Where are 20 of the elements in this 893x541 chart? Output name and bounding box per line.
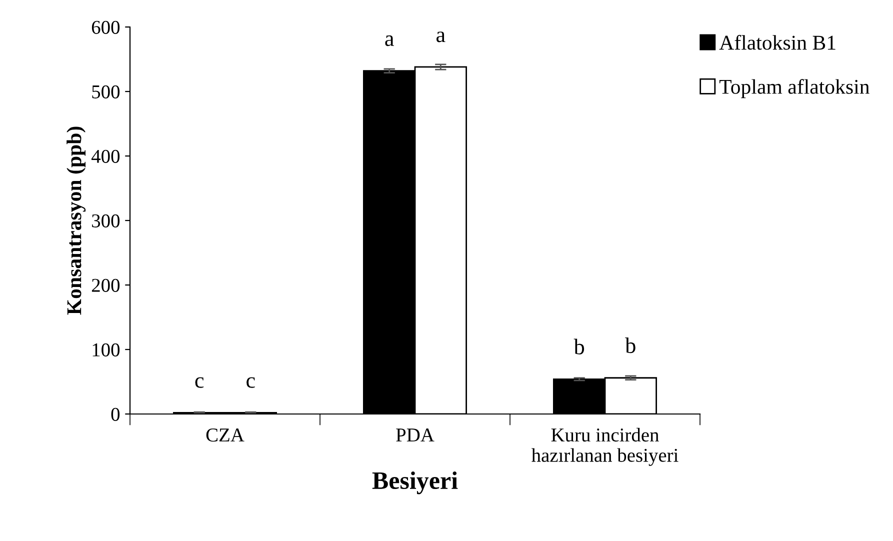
y-tick-label: 300: [92, 214, 120, 228]
y-tick-label: 400: [91, 150, 120, 163]
annotation: b: [625, 337, 636, 354]
annotation: c: [246, 377, 255, 388]
y-tick-label: 200: [92, 278, 120, 292]
legend-label: Toplam aflatoksin: [719, 79, 870, 98]
y-tick-label: 500: [92, 85, 120, 98]
y-tick-label: 100: [92, 343, 120, 356]
annotation: a: [436, 32, 446, 42]
legend-label: Aflatoksin B1: [719, 34, 836, 50]
x-tick-label: PDA: [396, 428, 434, 442]
x-axis-title: Besiyeri: [372, 471, 458, 494]
annotation: c: [195, 377, 204, 388]
annotation: a: [385, 35, 394, 46]
y-tick-label: 0: [111, 408, 120, 421]
y-axis-title: Konsantrasyon (ppb): [66, 126, 86, 315]
y-tick-label: 600: [92, 20, 120, 34]
x-tick-label: CZA: [206, 428, 244, 442]
x-tick-label: Kuru incirden hazırlanan besiyeri: [532, 428, 678, 466]
annotation: b: [574, 338, 584, 354]
